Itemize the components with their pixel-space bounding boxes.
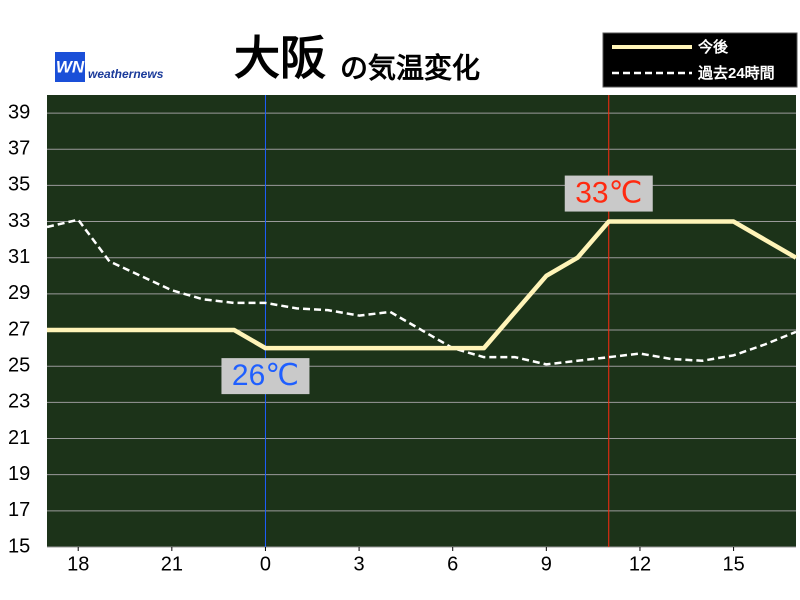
annotation-bg <box>221 358 310 395</box>
x-tick-label: 18 <box>67 553 89 575</box>
y-tick-label: 27 <box>8 318 30 340</box>
y-tick-label: 37 <box>8 138 30 160</box>
y-tick-label: 15 <box>8 535 30 557</box>
legend-box <box>602 32 798 88</box>
y-tick-label: 33 <box>8 210 30 232</box>
chart-subtitle: の気温変化 <box>340 51 480 83</box>
y-tick-label: 39 <box>8 101 30 123</box>
y-tick-label: 19 <box>8 463 30 485</box>
annotation: 33℃ <box>575 176 642 209</box>
x-tick-label: 9 <box>541 553 552 575</box>
x-tick-label: 0 <box>260 553 271 575</box>
x-tick-label: 3 <box>354 553 365 575</box>
annotation: 26℃ <box>232 359 299 392</box>
series-line <box>46 218 797 366</box>
y-tick-label: 31 <box>8 246 30 268</box>
x-tick-label: 21 <box>161 553 183 575</box>
annotation-bg <box>564 175 653 212</box>
chart-title: 大阪 <box>234 32 326 84</box>
y-tick-label: 29 <box>8 282 30 304</box>
legend-label: 過去24時間 <box>697 64 775 82</box>
y-tick-label: 17 <box>8 499 30 521</box>
y-tick-label: 23 <box>8 391 30 413</box>
logo-text: WN <box>56 57 85 76</box>
y-tick-label: 35 <box>8 174 30 196</box>
y-tick-label: 21 <box>8 427 30 449</box>
y-tick-label: 25 <box>8 354 30 376</box>
legend-label: 今後 <box>697 38 729 56</box>
x-tick-label: 12 <box>629 553 651 575</box>
x-tick-label: 6 <box>447 553 458 575</box>
plot-area <box>47 95 796 547</box>
logo-box <box>55 52 85 82</box>
x-tick-label: 15 <box>722 553 744 575</box>
series-line <box>47 219 798 351</box>
brand: weathernews <box>88 67 164 81</box>
